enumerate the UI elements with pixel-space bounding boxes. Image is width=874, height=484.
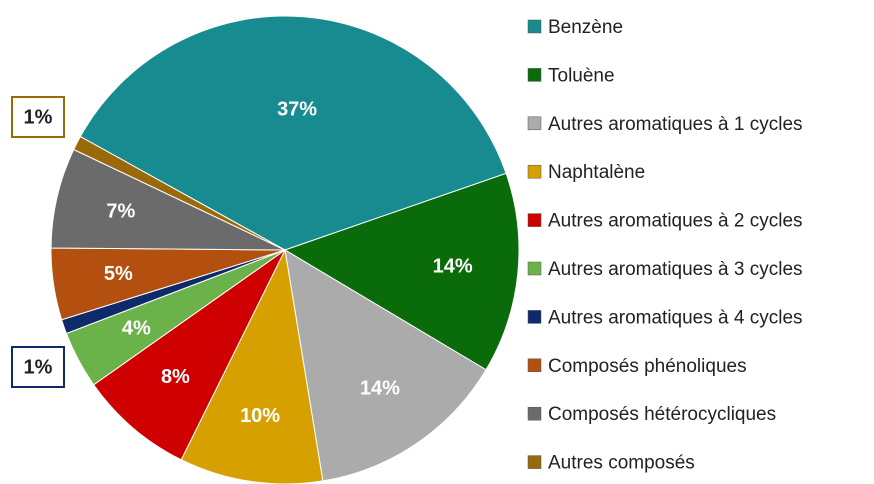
legend-label: Naphtalène (548, 162, 645, 183)
legend-label: Autres aromatiques à 1 cycles (548, 114, 803, 135)
pie-slice (79, 15, 507, 251)
legend-swatch (527, 164, 542, 179)
data-label: 8% (161, 366, 190, 388)
data-label: 37% (277, 98, 317, 120)
pie-slice (73, 135, 286, 251)
label-box (11, 346, 65, 388)
data-label: 1% (24, 356, 53, 378)
legend-label: Toluène (548, 65, 615, 86)
data-label: 7% (106, 200, 135, 222)
legend-label: Autres aromatiques à 4 cycles (548, 307, 803, 328)
pie-slice (283, 172, 520, 371)
pie-slice (180, 248, 324, 484)
legend-label: Autres composés (548, 453, 695, 474)
legend-label: Benzène (548, 17, 623, 38)
legend-label: Composés phénoliques (548, 356, 747, 377)
legend-swatch (527, 406, 542, 421)
legend-swatch (527, 310, 542, 324)
legend-swatch (527, 358, 542, 373)
legend-swatch (527, 213, 542, 227)
legend-label: Autres aromatiques à 3 cycles (548, 259, 803, 280)
legend-label: Autres aromatiques à 2 cycles (548, 211, 803, 232)
data-label: 14% (360, 378, 400, 400)
pie-slice (284, 249, 487, 482)
data-label: 1% (24, 106, 53, 128)
legend-swatch (527, 116, 542, 131)
legend-label: Composés hétérocycliques (548, 404, 776, 425)
legend-swatch (527, 68, 542, 82)
data-label: 14% (433, 255, 473, 277)
legend-swatch (527, 19, 542, 34)
pie-slice (92, 249, 286, 461)
legend-swatch (527, 455, 542, 469)
data-label: 10% (240, 405, 280, 427)
data-label: 4% (122, 317, 151, 339)
data-label: 5% (104, 263, 133, 285)
label-box (11, 96, 65, 138)
legend-swatch (527, 261, 542, 276)
